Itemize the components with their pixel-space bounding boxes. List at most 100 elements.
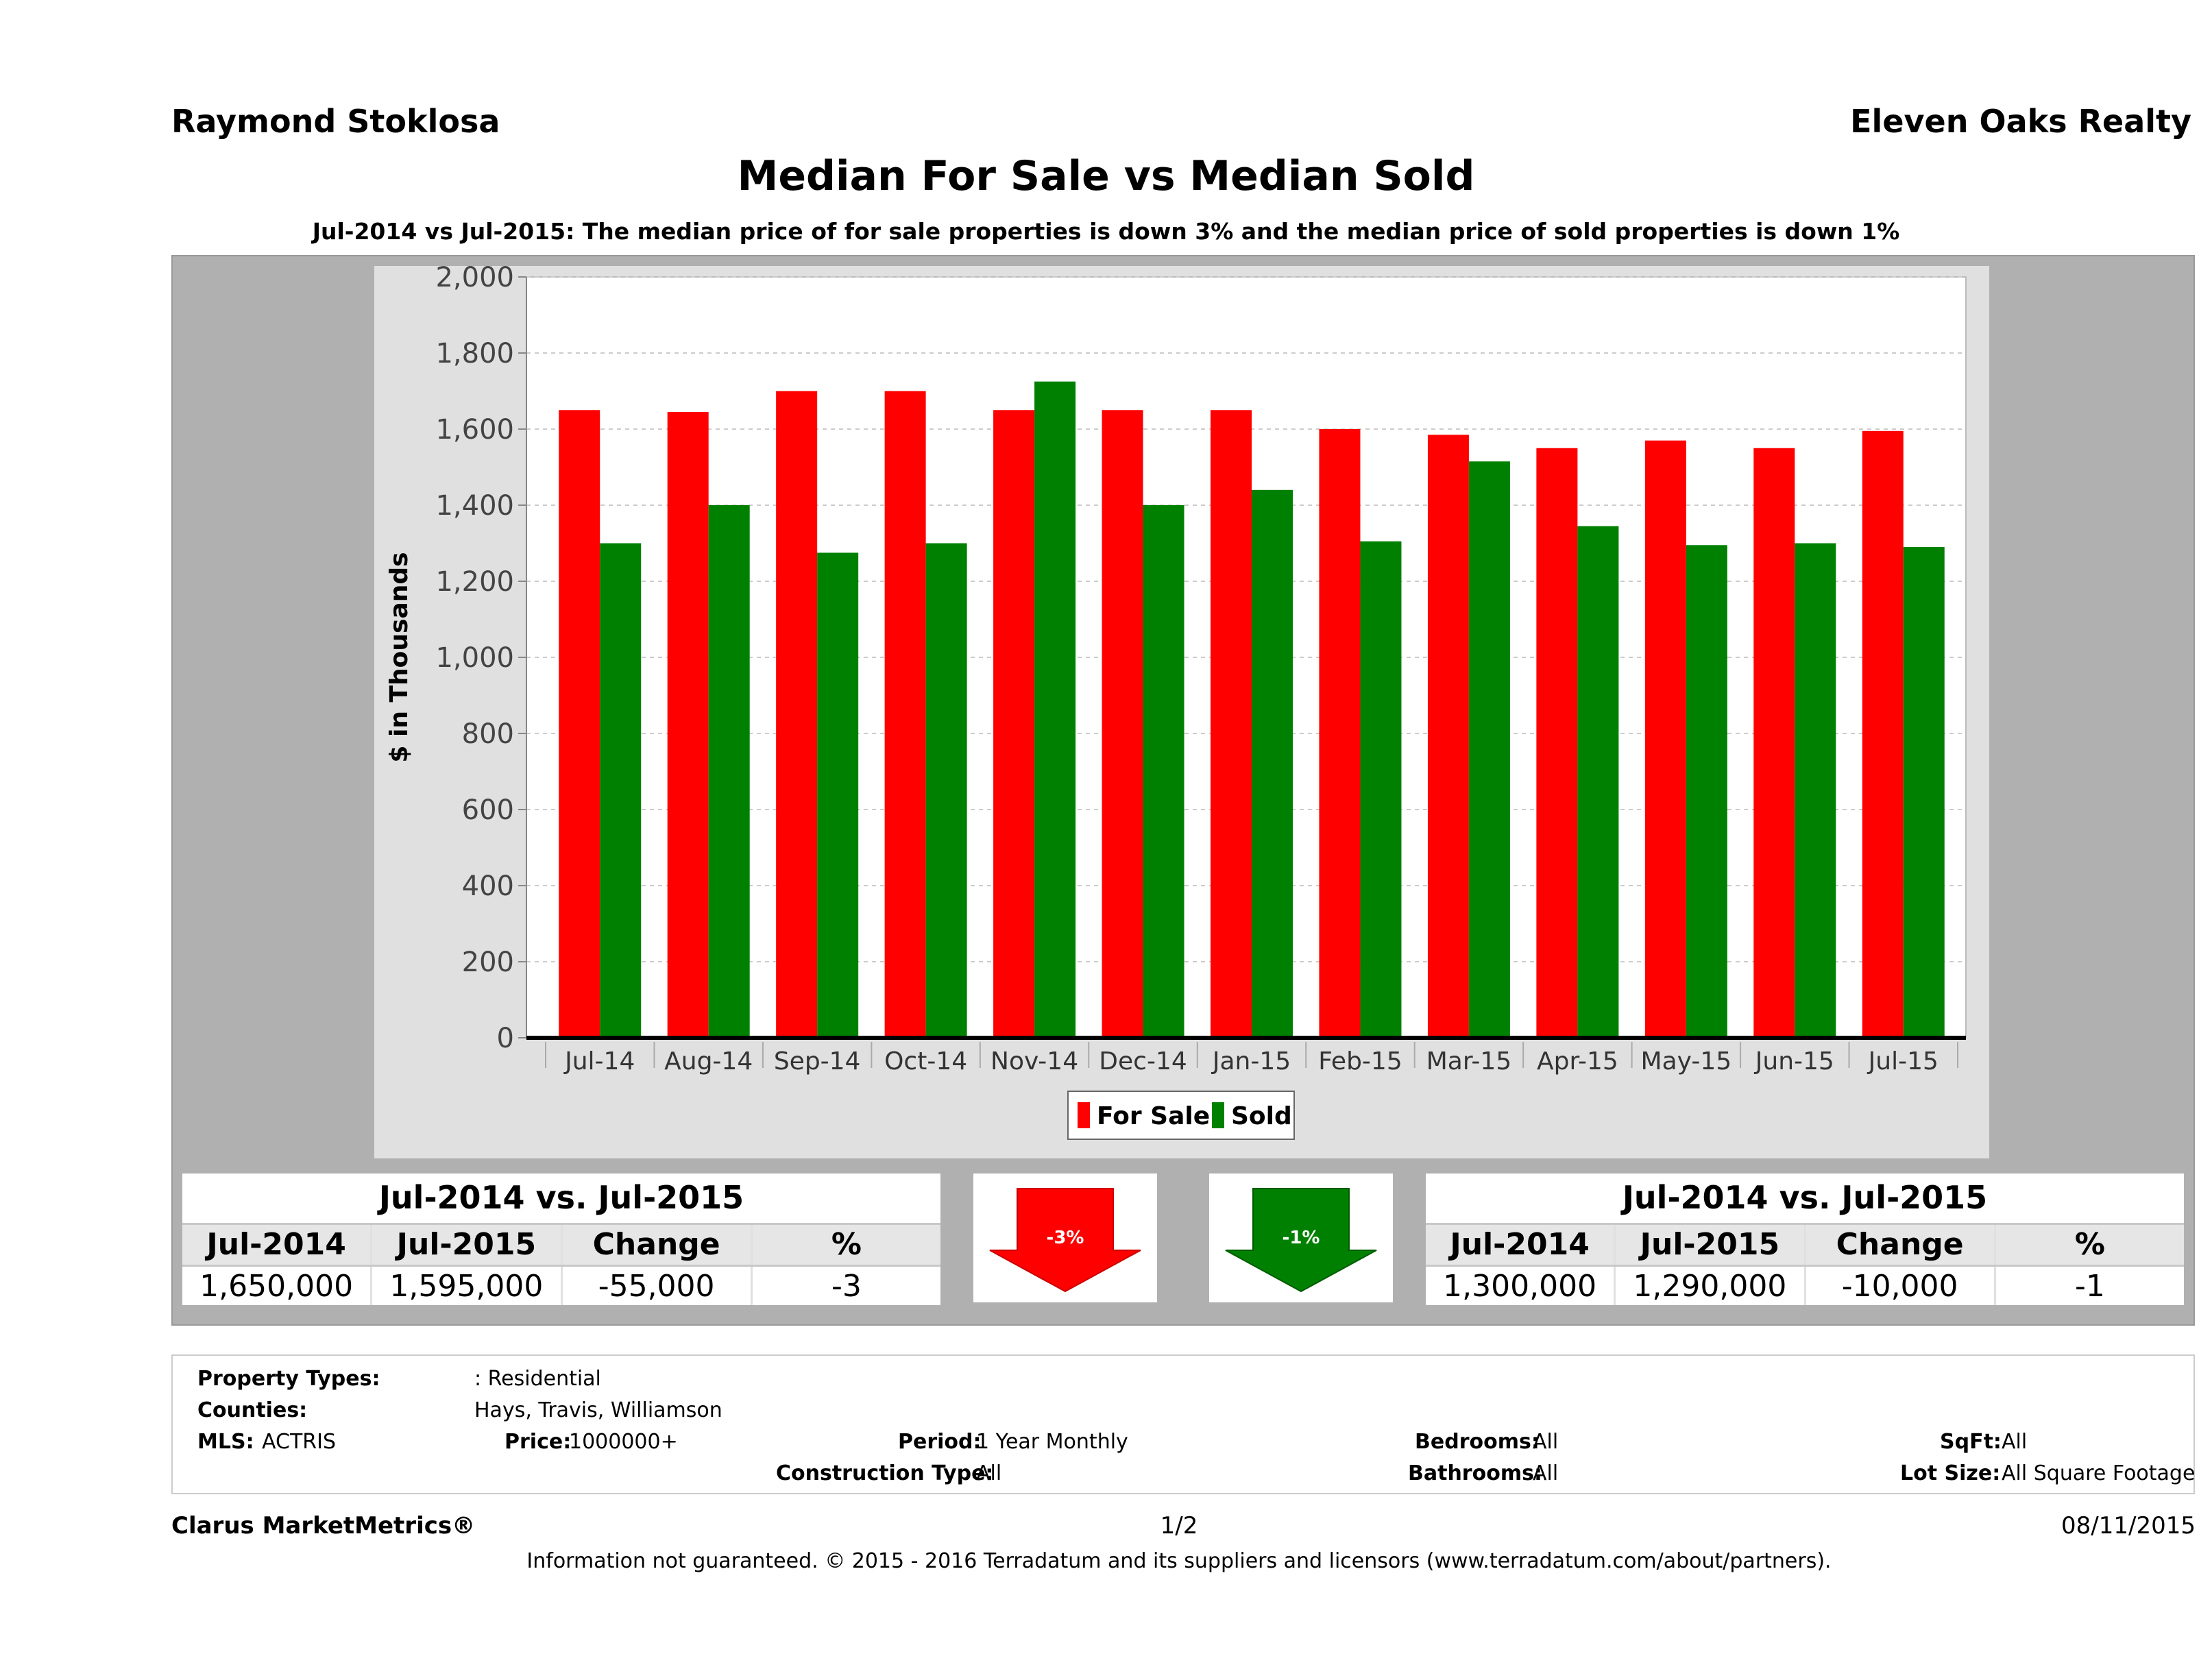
for-sale-bar [1427, 435, 1469, 1038]
down-arrow-icon [1225, 1188, 1377, 1293]
x-tick-label: Feb-15 [1318, 1047, 1402, 1075]
y-tick-label: 1,800 [435, 338, 514, 369]
stats-header-cell: Change [563, 1225, 753, 1265]
x-tick-label: Oct-14 [884, 1047, 967, 1075]
sold-bar [1360, 541, 1402, 1038]
stats-header-cell: Change [1806, 1225, 1996, 1265]
stats-header-cell: Jul-2015 [1616, 1225, 1806, 1265]
sqft-value: All [2002, 1430, 2028, 1454]
sold-bar [1903, 547, 1945, 1038]
sold-bar [817, 552, 859, 1038]
mls-label: MLS: [197, 1430, 254, 1454]
legend-label-for-sale: For Sale [1097, 1102, 1210, 1130]
sold-bar [1577, 526, 1619, 1038]
stats-value-cell: 1,650,000 [182, 1267, 373, 1305]
construction-type-value: All [976, 1461, 1002, 1485]
sold-change-label: -1% [1283, 1228, 1320, 1248]
for-sale-bar [1753, 448, 1795, 1038]
x-tick-label: May-15 [1641, 1047, 1732, 1075]
construction-type-label: Construction Type: [776, 1461, 994, 1485]
legend-swatch-for-sale [1078, 1102, 1090, 1128]
y-tick-label: 1,200 [435, 566, 514, 598]
x-tick-label: Jun-15 [1754, 1047, 1834, 1075]
for-sale-bar [1644, 440, 1686, 1038]
for-sale-stats-value-row: 1,650,000 1,595,000 -55,000 -3 [182, 1267, 940, 1305]
period-label: Period: [898, 1430, 982, 1454]
sold-stats-header-row: Jul-2014 Jul-2015 Change % [1426, 1223, 2184, 1267]
for-sale-bar [1536, 448, 1578, 1038]
sold-stats-value-row: 1,300,000 1,290,000 -10,000 -1 [1426, 1267, 2184, 1305]
y-tick-label: 1,600 [435, 414, 514, 446]
bedrooms-label: Bedrooms: [1415, 1430, 1540, 1454]
for-sale-bar [559, 410, 600, 1038]
sold-bar [1252, 489, 1293, 1038]
company-name: Eleven Oaks Realty [1850, 103, 2191, 140]
stats-value-cell: -10,000 [1806, 1267, 1996, 1305]
for-sale-bar [667, 412, 709, 1038]
stats-value-cell: -3 [831, 1269, 862, 1304]
for-sale-stats-card: Jul-2014 vs. Jul-2015 Jul-2014 Jul-2015 … [182, 1174, 940, 1305]
y-tick-label: 2,000 [435, 266, 514, 293]
bar-chart: 0 200 400 600 800 1,000 1,200 1,400 1,600 1,800 2,… [385, 266, 1967, 1140]
x-tick-label: Mar-15 [1426, 1047, 1511, 1075]
price-label: Price: [505, 1430, 572, 1454]
for-sale-bar [1211, 410, 1252, 1038]
page-title: Median For Sale vs Median Sold [737, 152, 1475, 200]
y-tick-label: 0 [497, 1023, 514, 1054]
sqft-label: SqFt: [1940, 1430, 2002, 1454]
counties-label: Counties: [197, 1398, 308, 1422]
bathrooms-value: All [1533, 1461, 1559, 1485]
chart-panel: 0 200 400 600 800 1,000 1,200 1,400 1,600 1,800 2,… [374, 266, 1989, 1158]
legend-label-sold: Sold [1231, 1102, 1292, 1130]
stats-value-cell: 1,595,000 [372, 1267, 563, 1305]
sold-bar [708, 505, 750, 1038]
stats-header-cell: Jul-2014 [182, 1225, 373, 1265]
stats-header-cell: % [831, 1227, 862, 1262]
sold-stats-title: Jul-2014 vs. Jul-2015 [1622, 1179, 1988, 1216]
sold-bar [600, 543, 642, 1038]
for-sale-bar [1102, 410, 1143, 1038]
report-date: 08/11/2015 [2061, 1512, 2196, 1540]
for-sale-bar [993, 410, 1035, 1038]
y-tick-label: 800 [462, 718, 514, 750]
bathrooms-label: Bathrooms: [1408, 1461, 1542, 1485]
sold-bar [1686, 545, 1727, 1038]
x-tick-label: Apr-15 [1537, 1047, 1618, 1075]
sold-bar [1034, 381, 1076, 1038]
page-number: 1/2 [1160, 1512, 1198, 1540]
x-tick-label: Dec-14 [1099, 1047, 1187, 1075]
sold-stats-card: Jul-2014 vs. Jul-2015 Jul-2014 Jul-2015 … [1426, 1174, 2184, 1305]
y-tick-label: 200 [462, 947, 514, 978]
sold-change-card: -1% [1209, 1174, 1393, 1302]
sold-bar [1795, 543, 1836, 1038]
sold-bar [925, 543, 967, 1038]
property-types-value: : Residential [474, 1367, 601, 1391]
search-criteria-box: Property Types: : Residential Counties: … [171, 1354, 2195, 1494]
stats-value-cell: 1,300,000 [1426, 1267, 1616, 1305]
for-sale-bar [1862, 430, 1904, 1038]
stats-value-cell: -1 [2074, 1269, 2105, 1304]
disclaimer: Information not guaranteed. © 2015 - 201… [526, 1549, 1832, 1573]
y-tick-label: 400 [462, 871, 514, 902]
stats-header-cell: Jul-2014 [1426, 1225, 1616, 1265]
mls-value: ACTRIS [262, 1430, 337, 1454]
for-sale-change-label: -3% [1047, 1228, 1084, 1248]
lot-size-label: Lot Size: [1900, 1461, 2001, 1485]
stats-value-cell: -55,000 [563, 1267, 753, 1305]
counties-value: Hays, Travis, Williamson [474, 1398, 722, 1422]
page-subtitle: Jul-2014 vs Jul-2015: The median price o… [312, 218, 1900, 245]
legend-swatch-sold [1212, 1102, 1224, 1128]
stats-header-cell: Jul-2015 [372, 1225, 563, 1265]
price-value: 1000000+ [569, 1430, 678, 1454]
y-axis-label: $ in Thousands [385, 552, 413, 762]
brand-footer: Clarus MarketMetrics® [171, 1512, 476, 1540]
y-tick-label: 600 [462, 794, 514, 826]
for-sale-stats-header-row: Jul-2014 Jul-2015 Change % [182, 1223, 940, 1267]
y-tick-label: 1,000 [435, 642, 514, 674]
bedrooms-value: All [1533, 1430, 1559, 1454]
x-tick-label: Nov-14 [990, 1047, 1078, 1075]
for-sale-stats-title: Jul-2014 vs. Jul-2015 [378, 1179, 744, 1216]
stats-header-cell: % [2074, 1227, 2105, 1262]
sold-bar [1468, 461, 1510, 1038]
for-sale-change-card: -3% [973, 1174, 1157, 1302]
